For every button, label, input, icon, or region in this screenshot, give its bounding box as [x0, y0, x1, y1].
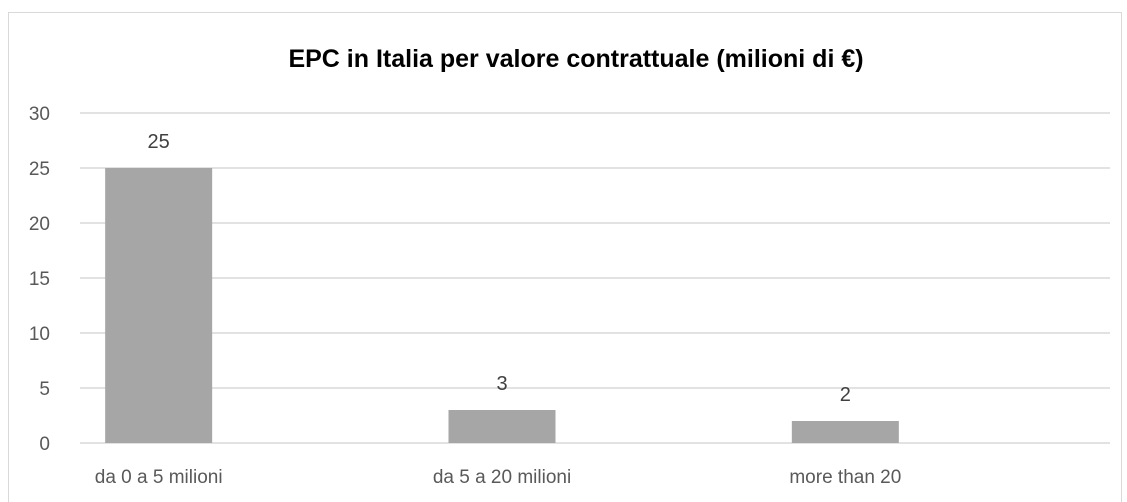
bar: [105, 168, 213, 443]
x-category-label: da 5 a 20 milioni: [433, 467, 571, 488]
data-labels: 25 3 2: [148, 131, 851, 406]
data-label: 2: [840, 384, 851, 406]
y-tick-label: 5: [39, 379, 50, 400]
chart-title: EPC in Italia per valore contrattuale (m…: [288, 45, 863, 73]
bar: [448, 410, 556, 443]
y-axis-tick-labels: 0 5 10 15 20 25 30: [29, 104, 50, 455]
y-tick-label: 25: [29, 159, 50, 180]
x-axis-category-labels: da 0 a 5 milioni da 5 a 20 milioni more th…: [95, 467, 902, 488]
gridlines: [80, 112, 1110, 444]
x-category-label: more than 20: [789, 467, 901, 488]
bar: [791, 421, 899, 443]
bars: [105, 168, 899, 443]
data-label: 25: [148, 131, 170, 153]
y-tick-label: 10: [29, 324, 50, 345]
y-tick-label: 30: [29, 104, 50, 125]
y-tick-label: 0: [39, 434, 50, 455]
data-label: 3: [496, 373, 507, 395]
y-tick-label: 15: [29, 269, 50, 290]
x-category-label: da 0 a 5 milioni: [95, 467, 223, 488]
y-tick-label: 20: [29, 214, 50, 235]
